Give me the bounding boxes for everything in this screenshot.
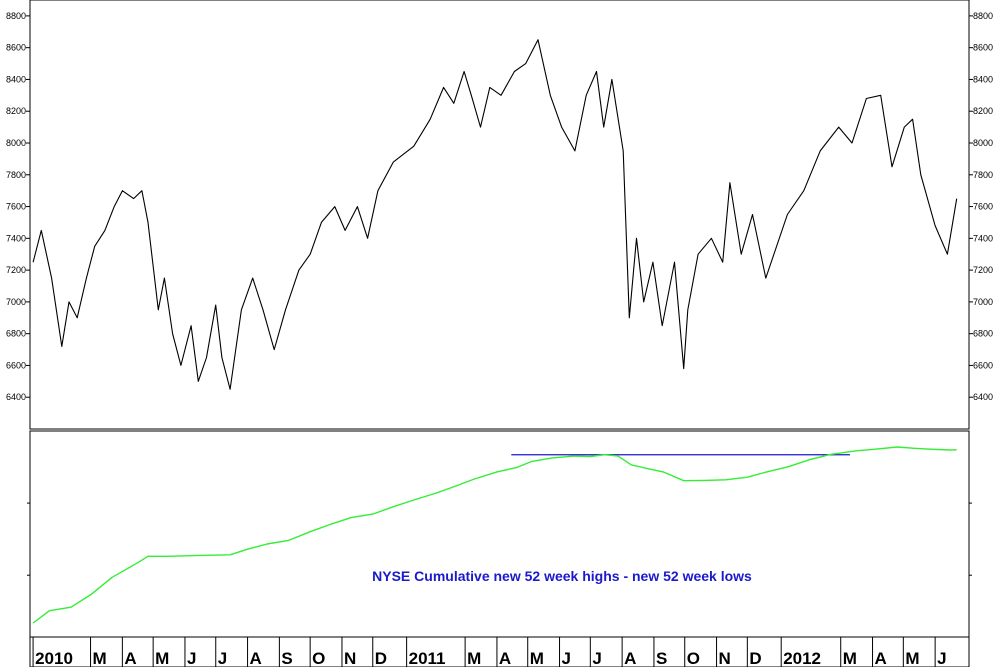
x-tick-label: O xyxy=(687,649,700,667)
x-tick-label: A xyxy=(499,649,511,667)
x-tick-label: 2011 xyxy=(409,649,446,667)
x-tick-label: N xyxy=(719,649,731,667)
y-tick-label-left: 8400 xyxy=(6,74,26,84)
x-tick-label: A xyxy=(875,649,887,667)
x-tick-label: J xyxy=(187,649,196,667)
x-tick-label: A xyxy=(624,649,636,667)
x-tick-label: D xyxy=(375,649,387,667)
x-tick-label: M xyxy=(467,649,481,667)
x-tick-label: M xyxy=(530,649,544,667)
y-tick-label-right: 8200 xyxy=(973,106,993,116)
y-tick-label-right: 8000 xyxy=(973,138,993,148)
x-tick-label: N xyxy=(344,649,356,667)
y-tick-label-right: 6600 xyxy=(973,360,993,370)
y-tick-label-right: 7200 xyxy=(973,265,993,275)
indicator-annotation: NYSE Cumulative new 52 week highs - new … xyxy=(372,568,752,584)
price-panel-border xyxy=(29,0,970,430)
cumulative-highs-lows-line xyxy=(32,446,957,624)
y-tick-label-left: 7400 xyxy=(6,233,26,243)
y-tick-label-left: 8200 xyxy=(6,106,26,116)
y-tick-label-right: 6400 xyxy=(973,392,993,402)
x-tick-label: M xyxy=(843,649,857,667)
y-tick-label-left: 7600 xyxy=(6,202,26,212)
x-tick-label: S xyxy=(656,649,667,667)
x-tick-label: O xyxy=(312,649,325,667)
x-axis-ticks: 2010 M A M J J A S O N D 2011 M A M J J A S O N D 2012 M A M J xyxy=(32,637,947,667)
y-axis-ticks: 6400 6400 6600 6600 6800 6800 7000 7000 7200 7200… xyxy=(6,11,993,576)
indicator-panel-border xyxy=(29,430,970,638)
x-tick-label: M xyxy=(93,649,107,667)
y-tick-label-left: 8600 xyxy=(6,43,26,53)
y-tick-label-right: 7600 xyxy=(973,202,993,212)
x-tick-label: M xyxy=(905,649,919,667)
y-tick-label-left: 8800 xyxy=(6,11,26,21)
x-tick-label: J xyxy=(937,649,946,667)
x-tick-label: J xyxy=(562,649,571,667)
y-tick-label-right: 8400 xyxy=(973,74,993,84)
y-tick-label-left: 6400 xyxy=(6,392,26,402)
x-tick-label: A xyxy=(250,649,262,667)
x-tick-label: J xyxy=(592,649,601,667)
y-tick-label-left: 7800 xyxy=(6,170,26,180)
y-tick-label-right: 7800 xyxy=(973,170,993,180)
y-tick-label-right: 8600 xyxy=(973,43,993,53)
y-tick-label-right: 6800 xyxy=(973,329,993,339)
y-tick-label-right: 8800 xyxy=(973,11,993,21)
y-tick-label-left: 7000 xyxy=(6,297,26,307)
x-axis-band xyxy=(29,636,970,667)
y-tick-label-left: 8000 xyxy=(6,138,26,148)
x-tick-label: D xyxy=(749,649,761,667)
y-tick-label-right: 7000 xyxy=(973,297,993,307)
y-tick-label-left: 6800 xyxy=(6,329,26,339)
x-tick-label: 2010 xyxy=(35,649,73,667)
y-tick-label-left: 7200 xyxy=(6,265,26,275)
y-tick-label-right: 7400 xyxy=(973,233,993,243)
price-series-line xyxy=(32,39,958,390)
x-tick-label: 2012 xyxy=(783,649,821,667)
y-tick-label-left: 6600 xyxy=(6,360,26,370)
x-tick-label: M xyxy=(155,649,169,667)
x-tick-label: J xyxy=(218,649,227,667)
x-tick-label: S xyxy=(281,649,292,667)
frame xyxy=(29,0,970,667)
x-tick-label: A xyxy=(124,649,136,667)
